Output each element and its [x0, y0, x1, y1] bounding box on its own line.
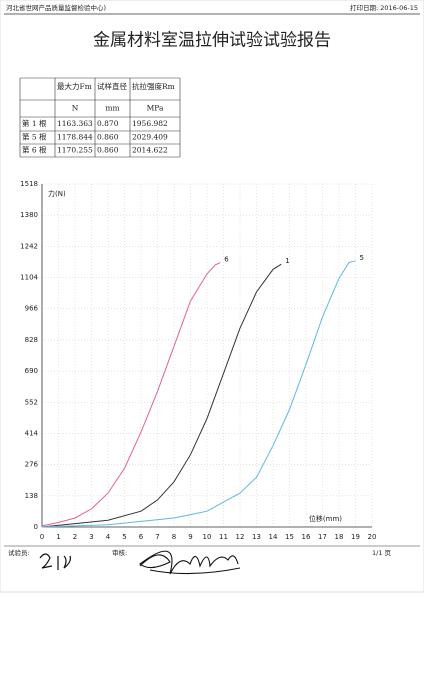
table-cell: 2014.622: [132, 146, 168, 155]
table-cell: 第 6 根: [22, 145, 47, 155]
table-cell: 1170.255: [57, 146, 93, 155]
curve-label: 5: [360, 254, 364, 262]
table-cell: 1163.363: [57, 119, 93, 128]
title: 金属材料室温拉伸试验试验报告: [93, 31, 331, 51]
tester-signature: [39, 553, 71, 570]
x-tick-label: 4: [106, 533, 111, 541]
x-axis-label: 位移(mm): [309, 514, 342, 523]
table-cell: 第 1 根: [22, 118, 47, 128]
x-tick-label: 3: [89, 533, 93, 541]
y-tick-label: 1518: [20, 180, 38, 188]
y-tick-label: 276: [25, 461, 39, 469]
org-name: 河北省世网产品质量监督检验中心): [6, 3, 106, 12]
x-tick-label: 14: [269, 533, 278, 541]
column-unit: mm: [105, 104, 119, 113]
y-tick-label: 552: [25, 398, 38, 406]
page-number: 1/1 页: [372, 549, 392, 557]
x-tick-label: 8: [172, 533, 176, 541]
y-tick-label: 1242: [20, 242, 38, 250]
x-tick-label: 2: [73, 533, 77, 541]
table-cell: 2029.409: [132, 133, 168, 142]
column-header: 最大力Fm: [57, 81, 92, 91]
curve: [41, 262, 221, 527]
reviewer-signature: [139, 550, 241, 575]
y-tick-label: 0: [34, 523, 38, 531]
y-tick-label: 828: [25, 336, 38, 344]
x-tick-label: 7: [155, 533, 159, 541]
curve: [41, 263, 282, 528]
x-tick-label: 20: [368, 533, 377, 541]
table-cell: 1956.982: [132, 119, 168, 128]
curve: [41, 260, 356, 528]
x-tick-label: 10: [203, 533, 212, 541]
y-axis-label: 力(N): [48, 189, 66, 198]
x-tick-label: 16: [302, 533, 311, 541]
curve-label: 6: [224, 256, 229, 264]
reviewer-label: 审核:: [112, 548, 127, 557]
x-tick-label: 1: [56, 533, 60, 541]
print-date: 打印日期: 2016-06-15: [350, 3, 418, 12]
table-cell: 第 5 根: [22, 132, 47, 142]
y-tick-label: 1104: [20, 274, 38, 282]
column-header: 抗拉强度Rm: [132, 81, 175, 91]
table-cell: 0.860: [97, 133, 119, 142]
scan-area: [0, 0, 424, 593]
x-tick-label: 0: [40, 533, 44, 541]
column-unit: MPa: [147, 104, 164, 113]
x-tick-label: 9: [188, 533, 192, 541]
column-unit: N: [72, 104, 79, 113]
x-tick-label: 19: [351, 533, 360, 541]
curve-label: 1: [285, 257, 289, 265]
x-tick-label: 12: [236, 533, 245, 541]
tester-label: 试验员:: [8, 548, 30, 557]
table-cell: 0.860: [97, 146, 119, 155]
x-tick-label: 17: [318, 533, 327, 541]
x-tick-label: 6: [139, 533, 144, 541]
x-tick-label: 13: [252, 533, 261, 541]
y-tick-label: 138: [25, 492, 38, 500]
y-tick-label: 1380: [20, 211, 38, 219]
y-tick-label: 414: [25, 429, 39, 437]
y-tick-label: 690: [25, 367, 38, 375]
table-cell: 0.870: [97, 119, 119, 128]
y-tick-label: 966: [25, 305, 39, 313]
x-tick-label: 15: [285, 533, 294, 541]
column-header: 试样直径: [97, 81, 127, 91]
results-table: 最大力Fm 试样直径 抗拉强度Rm N mm MPa 第 1 根 1163.363 0.870 1…: [19, 77, 181, 158]
x-tick-label: 11: [219, 533, 228, 541]
x-tick-label: 5: [122, 533, 126, 541]
x-tick-label: 18: [335, 533, 344, 541]
table-cell: 1178.844: [57, 133, 93, 142]
